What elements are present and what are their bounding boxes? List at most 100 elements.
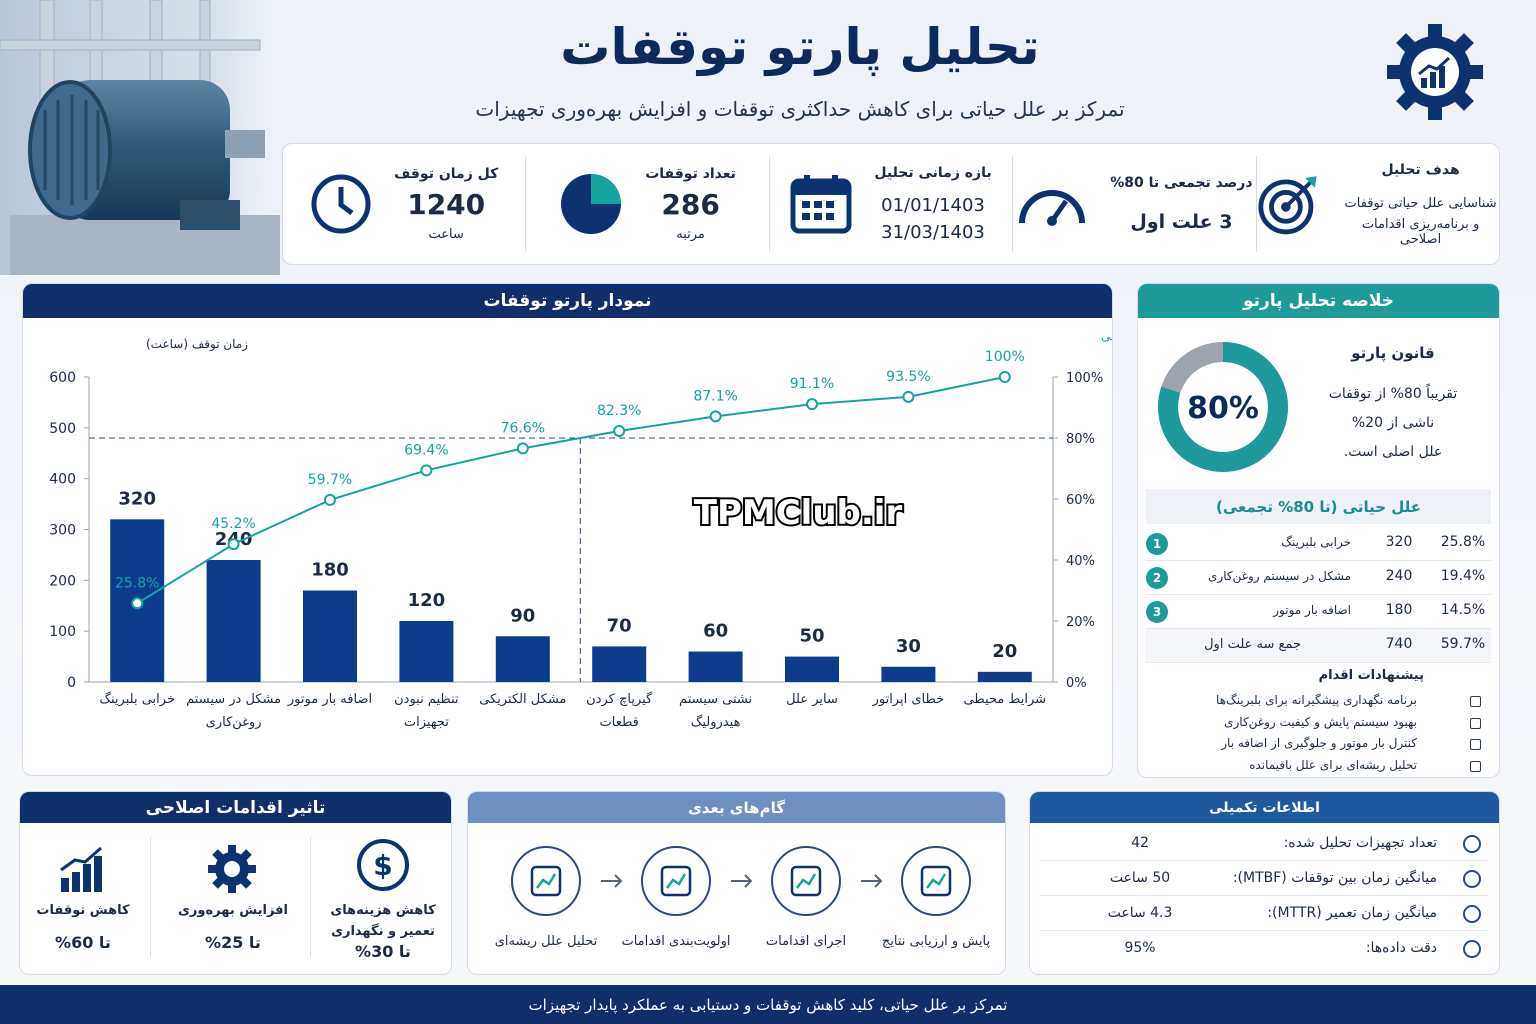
donut-chart: 80% [1158,342,1288,472]
kpi-line: و برنامه‌ریزی اقدامات اصلاحی [1361,216,1480,247]
y-tick-label: 500 [49,421,76,437]
next-steps-panel: گام‌های بعدی تحلیل علل ریشه‌ای اولویت‌بند… [467,791,1006,975]
step-icon-line [926,873,947,889]
rule-line: ناشی از 20% [1351,415,1435,431]
info-label: تعداد تجهیزات تحلیل شده: [1283,835,1437,851]
summary-panel: خلاصه تحلیل پارتو 80% قانون پارتو تقریبا… [1137,283,1500,778]
step-arrow [861,874,883,888]
y2-tick-label: 0% [1066,676,1087,691]
cause-hours: 740 [1385,636,1413,652]
pie-icon [561,174,622,234]
step-icon [530,865,562,897]
logo-icon [1387,24,1483,120]
info-value: 50 ساعت [1109,870,1171,886]
info-icon [1463,870,1481,888]
impact-label: کاهش هزینه‌های تعمیر و نگهداری [330,903,436,939]
cumulative-label: 82.3% [597,403,641,419]
y-axis-label: زمان توقف (ساعت) [146,337,248,352]
donut-label: 80% [1187,391,1259,426]
y2-tick-label: 20% [1066,615,1095,630]
vital-title: علل حیاتی (تا 80% تجمعی) [1146,489,1491,524]
step-icon-line [796,873,817,889]
rank-badge: 1 [1146,533,1168,555]
bar [592,646,647,682]
clock-icon [311,174,371,234]
checkbox [1470,717,1481,729]
cumulative-point [131,597,144,610]
cumulative-point [227,538,240,551]
step-icon-line [536,873,557,889]
action-text: برنامه نگهداری پیشگیرانه برای بلبرینگ‌ها [1216,693,1417,707]
action-item: تحلیل ریشه‌ای برای علل باقیمانده [1146,757,1491,777]
step-icon-line [666,873,687,889]
y2-tick-label: 100% [1066,371,1103,386]
page-title: تحلیل پارتو توقفات [560,18,1040,76]
bar-value-label: 20 [992,641,1017,662]
y2-tick-label: 40% [1066,554,1095,569]
chart-panel: نمودار پارتو توقفات زمان توقف (ساعت) درصد… [22,283,1113,776]
cumulative-line [136,376,1006,605]
cause-share: 59.7% [1440,636,1486,652]
info-icon [1463,905,1481,923]
y-tick-label: 100 [49,624,76,640]
rule-line: علل اصلی است. [1343,444,1443,460]
action-item: کنترل بار موتور و جلوگیری از اضافه بار [1146,735,1491,755]
bar-value-label: 120 [408,590,446,611]
rule-line: تقریباً 80% از توقفات [1328,386,1458,402]
target-icon [1258,176,1317,235]
info-label: دقت داده‌ها: [1365,940,1437,956]
y-tick-label: 200 [49,573,76,589]
info-value: 4.3 ساعت [1107,905,1173,921]
kpi-title: بازه زمانی تحلیل [874,165,992,181]
kpi-cumulative: درصد تجمعی تا 80% 3 علت اول [1012,156,1255,252]
step-arrow [601,874,623,888]
cause-hours: 180 [1385,602,1413,618]
rule-text: تقریباً 80% از توقفات ناشی از 20% علل اص… [1308,380,1478,467]
svg-text:$: $ [373,849,392,882]
bar [303,590,357,682]
step-icon [660,865,692,897]
checkbox [1470,696,1481,707]
bar [495,636,550,682]
step-label: تحلیل علل ریشه‌ای [494,934,598,949]
step-icon [790,865,822,897]
info-label: میانگین زمان تعمیر (MTTR): [1267,905,1437,921]
x-tick-label: اضافه بار موتور [287,692,373,707]
bar [688,651,743,682]
summary-title: خلاصه تحلیل پارتو [1138,284,1499,318]
watermark: TPMClub.ir [694,493,903,533]
cumulative-point [902,390,915,403]
cumulative-label: 100% [985,349,1025,365]
cause-hours: 320 [1385,534,1413,550]
checkbox [1470,760,1481,772]
bar [977,671,1032,682]
step-label: اولویت‌بندی اقدامات [621,934,731,949]
page-subtitle: تمرکز بر علل حیاتی برای کاهش حداکثری توق… [475,97,1125,121]
kpi-unit: ساعت [428,227,464,242]
info-value: 95% [1124,940,1156,956]
bar-value-label: 90 [510,605,535,626]
x-tick-label: نشتی سیستم هیدرولیگ [679,692,753,730]
kpi-title: کل زمان توقف [394,166,499,182]
kpi-value: 286 [661,188,720,221]
bar [399,621,454,682]
kpi-line: 01/01/1403 [881,195,985,216]
cause-share: 14.5% [1440,602,1486,618]
kpi-total-time: کل زمان توقف 1240 ساعت [283,156,525,252]
x-tick-label: تنظیم نبودن تجهیزات [394,692,459,730]
action-text: کنترل بار موتور و جلوگیری از اضافه بار [1221,736,1417,750]
cause-hours: 240 [1385,568,1413,584]
cumulative-label: 93.5% [886,369,930,385]
cumulative-point [998,371,1011,383]
bar-value-label: 320 [118,488,156,509]
step-arrow [731,874,753,888]
bar [881,666,936,682]
chart: زمان توقف (ساعت) درصد تجمعی 0 100 200 300 400 5… [49,329,1113,691]
info-row: تعداد تجهیزات تحلیل شده: 42 [1040,827,1489,861]
y2-axis-label: درصد تجمعی [1101,329,1113,344]
impact-value: تا 60% [55,933,111,952]
bar-value-label: 60 [703,621,728,642]
impact-value: تا 25% [205,933,261,952]
x-tick-label: خطای اپراتور [872,692,945,707]
x-tick-label: مشکل الکتریکی [479,692,567,707]
